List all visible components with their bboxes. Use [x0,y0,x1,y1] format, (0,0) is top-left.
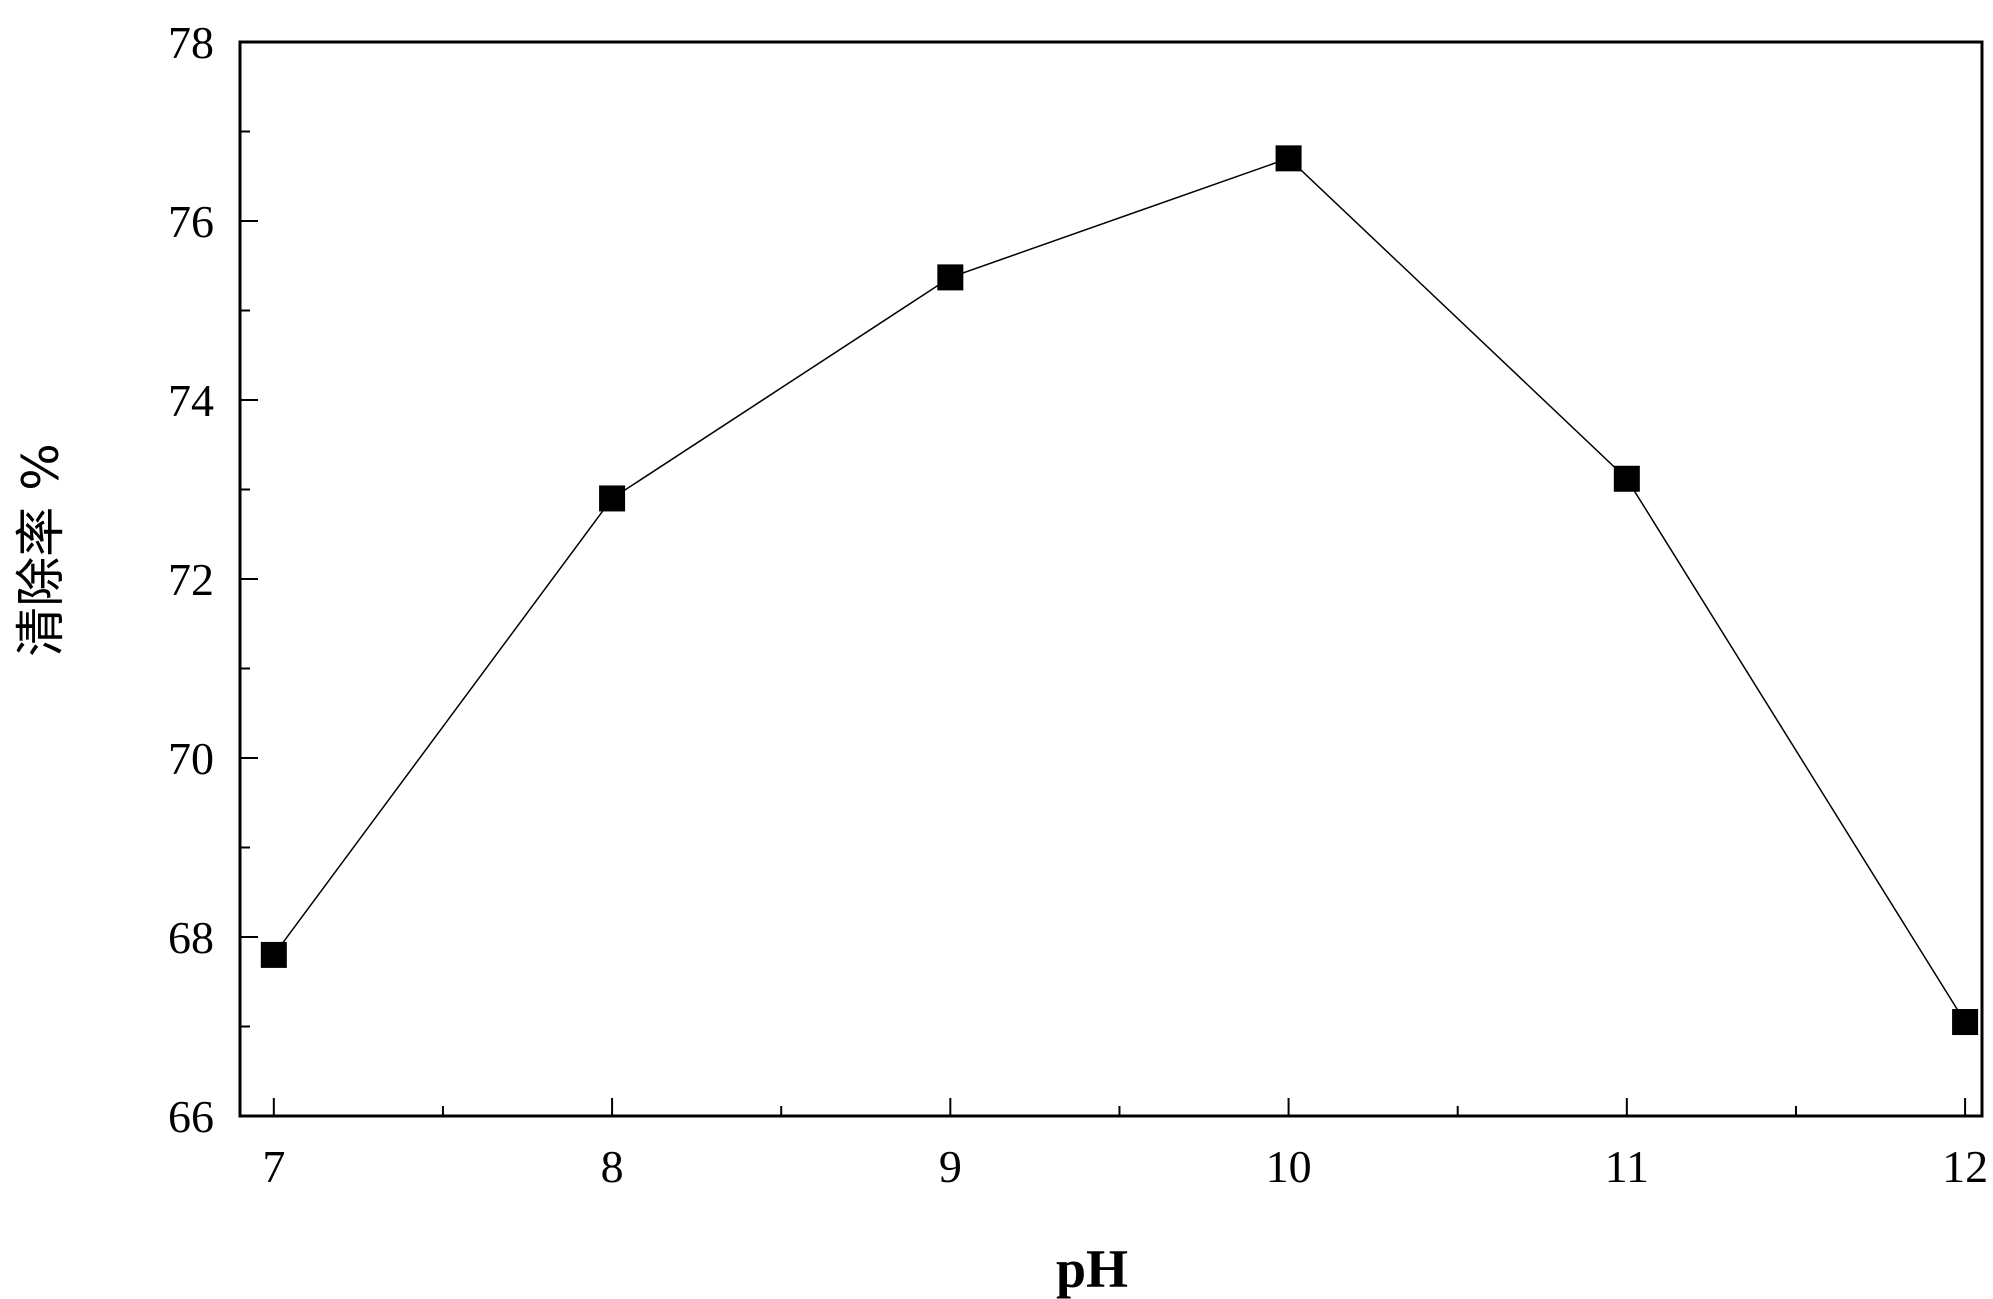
x-axis-ticks: 7 8 9 10 11 12 [262,1098,1988,1192]
data-point [937,264,964,291]
x-axis-title: pH [1056,1239,1128,1299]
y-tick-label: 68 [168,912,214,963]
data-point [260,941,287,968]
x-tick-label: 7 [262,1141,285,1192]
y-tick-label: 70 [168,733,214,784]
y-tick-label: 72 [168,554,214,605]
x-tick-label: 10 [1266,1141,1312,1192]
x-tick-label: 8 [601,1141,624,1192]
x-tick-label: 11 [1605,1141,1649,1192]
data-point [1613,465,1640,492]
x-tick-label: 9 [939,1141,962,1192]
y-tick-label: 78 [168,17,214,68]
y-tick-label: 66 [168,1091,214,1142]
data-series [260,145,1979,1036]
data-point [599,485,626,512]
x-tick-label: 12 [1942,1141,1988,1192]
data-point [1952,1009,1979,1036]
y-axis-title: 清除率 % [12,443,70,656]
plot-frame [238,40,1984,1118]
y-axis-ticks: 66 68 70 72 74 76 78 [168,17,258,1142]
data-point [1275,145,1302,172]
y-tick-label: 76 [168,196,214,247]
y-tick-label: 74 [168,375,214,426]
series-line [273,157,1966,1023]
